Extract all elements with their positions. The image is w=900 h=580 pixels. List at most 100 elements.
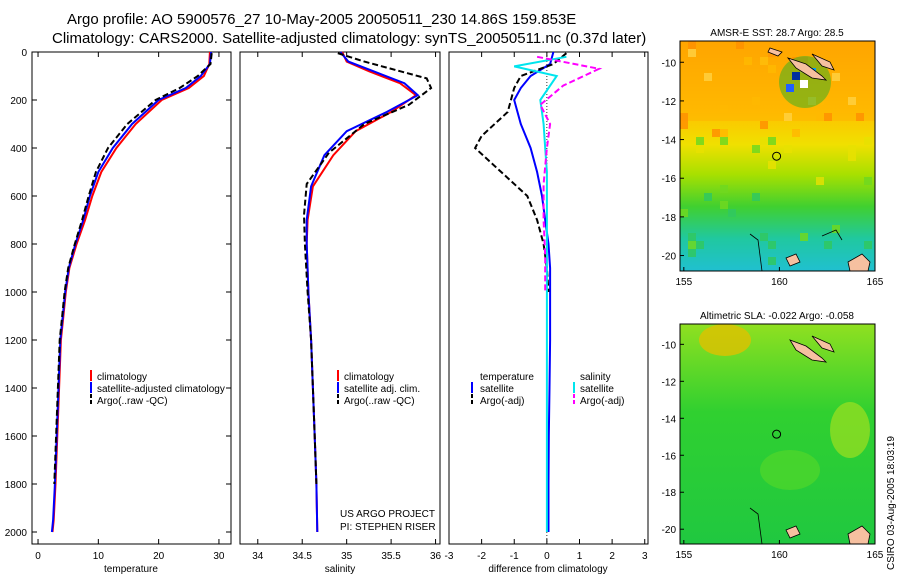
legend-label-satellite: satellite-adjusted climatology [97, 384, 225, 395]
x-tick-label: 2 [609, 551, 615, 562]
figure-title-line2: Climatology: CARS2000. Satellite-adjuste… [52, 30, 646, 47]
sst-pixel [768, 241, 776, 249]
sst-pixel [752, 97, 760, 105]
x-tick-label: 3 [642, 551, 648, 562]
sla-map-axes: 155 160 165 -10 -12 -14 -16 -18 -20 [662, 340, 884, 561]
y-tick-label: 400 [10, 144, 27, 155]
sst-pixel [856, 113, 864, 121]
argo-position-marker [772, 429, 782, 439]
temperature-legend: climatology satellite-adjusted climatolo… [90, 370, 225, 407]
depth-contour [749, 507, 763, 544]
argo-position-marker [772, 151, 782, 161]
salinity-x-axis: 34 34.5 35 35.5 36 [252, 52, 442, 562]
island-land [811, 53, 835, 71]
sst-pixel [848, 145, 856, 153]
sst-pixel [824, 113, 832, 121]
sst-pixel [864, 241, 872, 249]
difference-x-axis: -3 -2 -1 0 1 2 3 [445, 52, 648, 562]
sst-pixel [688, 49, 696, 57]
sst-pixel [720, 137, 728, 145]
legend-heading-salinity: salinity [580, 372, 611, 383]
temperature-xlabel: temperature [104, 564, 158, 575]
sst-map-axes: 155 160 165 -10 -12 -14 -16 -18 -20 [662, 58, 884, 288]
sst-pixel [712, 129, 720, 137]
sst-pixel [752, 193, 760, 201]
sst-map-panel: AMSR-E SST: 28.7 Argo: 28.5 155 160 165 -10… [662, 28, 884, 288]
salinity-profiles [302, 51, 433, 533]
temperature-x-axis: 0 10 20 30 [35, 52, 225, 562]
sst-pixel [816, 113, 824, 121]
sst-pixel [760, 121, 768, 129]
y-tick-label: 1800 [5, 480, 28, 491]
sst-pixel [688, 241, 696, 249]
x-tick-label: 20 [153, 551, 165, 562]
sst-pixel [680, 209, 688, 217]
temperature-profiles [50, 51, 213, 533]
island-land [767, 47, 783, 57]
salinity-panel: 34 34.5 35 35.5 36 salinity climatology sate… [239, 51, 442, 575]
y-tick-label: 200 [10, 96, 27, 107]
y-tick-label: 600 [10, 192, 27, 203]
sst-pixel [784, 145, 792, 153]
map-y-tick-label: -18 [662, 213, 677, 224]
figure-title-line1: Argo profile: AO 5900576_27 10-May-2005 … [67, 11, 576, 28]
x-tick-label: 34.5 [292, 551, 312, 562]
credit-pi: PI: STEPHEN RISER [340, 522, 436, 533]
x-tick-label: 0 [35, 551, 41, 562]
sst-pixel [832, 225, 840, 233]
y-tick-label: 2000 [5, 528, 28, 539]
map-y-tick-label: -20 [662, 525, 677, 536]
legend-label-temp-satellite: satellite [480, 384, 514, 395]
sst-pixel [768, 257, 776, 265]
legend-heading-temperature: temperature [480, 372, 534, 383]
sst-pixel [688, 41, 696, 49]
map-x-tick-label: 160 [771, 550, 788, 561]
sst-pixel [760, 57, 768, 65]
y-tick-label: 1000 [5, 288, 28, 299]
sst-pixel [768, 161, 776, 169]
sst-pixel [720, 105, 728, 113]
map-y-tick-label: -12 [662, 377, 677, 388]
sla-map-title: Altimetric SLA: -0.022 Argo: -0.058 [700, 311, 854, 322]
map-x-tick-label: 160 [771, 277, 788, 288]
sst-pixel [792, 129, 800, 137]
sst-pixel [864, 137, 872, 145]
island-land [786, 57, 828, 81]
sst-pixel [688, 249, 696, 257]
sla-high-anomaly [699, 324, 751, 356]
map-y-tick-label: -12 [662, 97, 677, 108]
sst-map-frame [679, 40, 876, 272]
sst-pixel [720, 129, 728, 137]
legend-label-sal-argo: Argo(-adj) [580, 396, 624, 407]
sst-pixel [824, 241, 832, 249]
sst-pixel [848, 153, 856, 161]
legend-label-climatology: climatology [97, 372, 147, 383]
sst-pixel [864, 177, 872, 185]
sst-pixel [752, 145, 760, 153]
sst-pixel [760, 233, 768, 241]
csiro-timestamp: CSIRO 03-Aug-2005 18:03:19 [886, 436, 897, 570]
x-tick-label: -2 [477, 551, 486, 562]
sst-map-title: AMSR-E SST: 28.7 Argo: 28.5 [710, 28, 844, 39]
sla-high-anomaly [830, 402, 870, 458]
sst-pixel [816, 177, 824, 185]
sst-pixel [736, 41, 744, 49]
series-line-satellite-adj-clim- [305, 51, 420, 533]
x-tick-label: 35.5 [381, 551, 401, 562]
credit-project: US ARGO PROJECT [340, 509, 435, 520]
difference-legend: temperature satellite Argo(-adj) salinit… [471, 372, 624, 407]
series-line-temperature-argo-adj- [473, 52, 568, 293]
depth-contour [821, 229, 843, 241]
map-x-tick-label: 155 [675, 550, 692, 561]
difference-panel: -3 -2 -1 0 1 2 3 difference from climatology t… [445, 51, 649, 575]
sst-pixel [768, 137, 776, 145]
sst-pixel [760, 137, 768, 145]
sst-pixel [786, 84, 794, 92]
sst-pixel [784, 113, 792, 121]
sst-pixel [720, 185, 728, 193]
sst-pixel [680, 121, 688, 129]
x-tick-label: -3 [445, 551, 454, 562]
x-tick-label: 35 [341, 551, 353, 562]
